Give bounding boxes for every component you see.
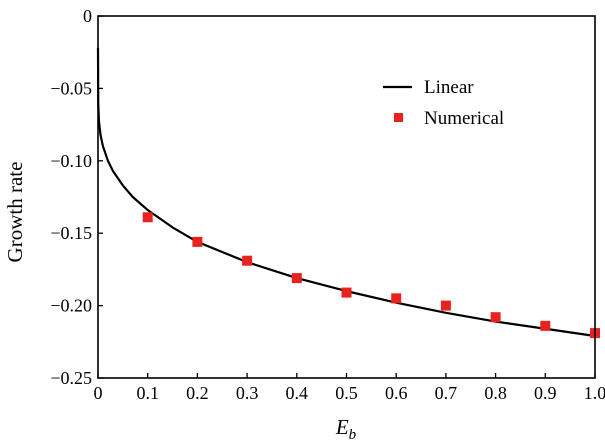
- linear-series-line: [96, 47, 596, 338]
- x-tick-label: 0.5: [335, 383, 358, 403]
- x-tick-label: 1.0: [584, 383, 605, 403]
- numerical-point: [341, 287, 352, 298]
- x-axis-title-main: E: [335, 415, 349, 439]
- series-layer: [96, 47, 600, 339]
- x-tick-label: 0.4: [286, 383, 309, 403]
- x-tick-label: 0.9: [534, 383, 557, 403]
- x-tick-label: 0.6: [385, 383, 408, 403]
- y-axis-title: Growth rate: [3, 162, 27, 263]
- y-tick-label: −0.15: [50, 223, 92, 243]
- axis-ticks: [97, 15, 596, 379]
- legend-marker-swatch: [394, 113, 403, 122]
- tick-labels: 0 0.1 0.2 0.3 0.4 0.5 0.6 0.7 0.8 0.9 1.0 0 −0.05 −0.…: [50, 6, 605, 403]
- x-tick-label: 0.1: [136, 383, 159, 403]
- numerical-point: [192, 236, 203, 247]
- numerical-point: [391, 293, 402, 304]
- legend-label-linear: Linear: [424, 77, 474, 98]
- y-tick-label: −0.10: [50, 151, 92, 171]
- x-tick-label: 0.7: [435, 383, 458, 403]
- numerical-point: [291, 273, 302, 284]
- x-axis-title: Eb: [335, 415, 357, 442]
- numerical-point: [490, 312, 501, 323]
- numerical-point: [242, 255, 253, 266]
- y-tick-label: −0.20: [50, 296, 92, 316]
- x-tick-label: 0: [94, 383, 103, 403]
- legend: Linear Numerical: [383, 77, 504, 129]
- x-tick-label: 0.8: [484, 383, 507, 403]
- y-tick-label: 0: [83, 6, 92, 26]
- numerical-point: [440, 300, 451, 311]
- numerical-point: [540, 320, 551, 331]
- legend-label-numerical: Numerical: [424, 108, 504, 129]
- x-axis-title-subscript: b: [349, 427, 357, 442]
- y-tick-label: −0.05: [50, 78, 92, 98]
- x-tick-label: 0.2: [186, 383, 209, 403]
- numerical-point: [142, 212, 153, 223]
- x-tick-label: 0.3: [236, 383, 259, 403]
- plot-frame: [97, 15, 596, 379]
- y-tick-label: −0.25: [50, 368, 92, 388]
